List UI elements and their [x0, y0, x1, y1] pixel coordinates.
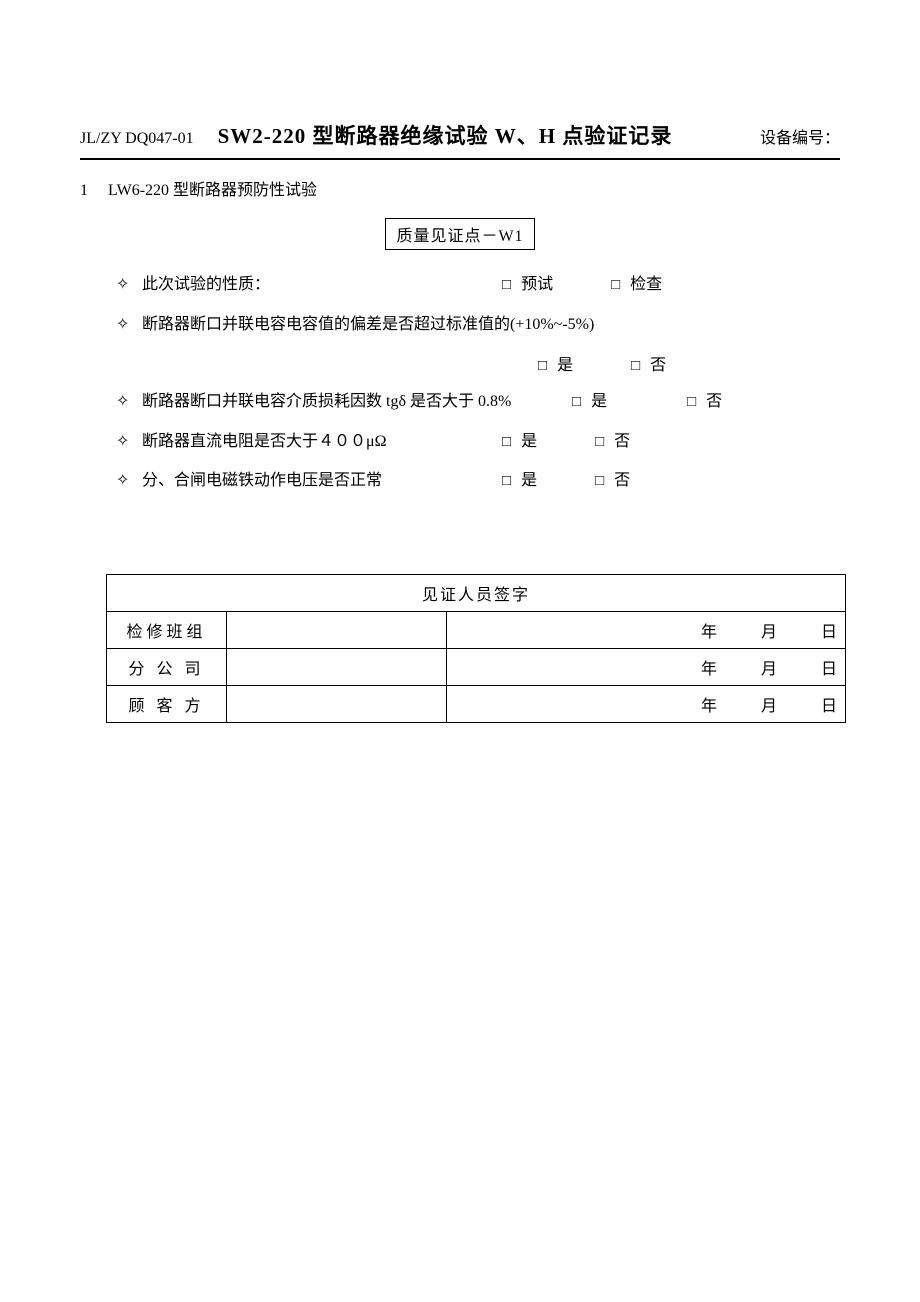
check-item-2-options: □ 是 □ 否 — [116, 351, 840, 375]
checkbox-icon[interactable]: □ — [631, 358, 640, 375]
equipment-number-label: 设备编号： — [760, 124, 840, 148]
bullet-icon: ✧ — [116, 389, 142, 415]
table-row: 顾 客 方 年 月 日 — [107, 685, 846, 722]
table-row: 见证人员签字 — [107, 574, 846, 611]
option-yes: 是 — [557, 351, 573, 375]
signature-cell[interactable] — [227, 611, 447, 648]
checkbox-icon[interactable]: □ — [502, 430, 511, 454]
option-yes: 是 — [591, 389, 607, 415]
bullet-icon: ✧ — [116, 468, 142, 494]
date-cell[interactable]: 年 月 日 — [447, 611, 846, 648]
witness-title-wrap: 质量见证点－W1 — [80, 218, 840, 250]
options-group: □ 预试 □ 检查 — [502, 272, 662, 298]
table-row: 检修班组 年 月 日 — [107, 611, 846, 648]
checkbox-icon[interactable]: □ — [572, 390, 581, 414]
checkbox-icon[interactable]: □ — [687, 390, 696, 414]
check-item-1: ✧ 此次试验的性质： □ 预试 □ 检查 — [116, 272, 840, 298]
table-row: 分 公 司 年 月 日 — [107, 648, 846, 685]
signature-table: 见证人员签字 检修班组 年 月 日 分 公 司 年 月 日 顾 客 方 年 月 … — [106, 574, 846, 723]
check-item-4: ✧ 断路器直流电阻是否大于４００μΩ □ 是 □ 否 — [116, 429, 840, 455]
checkbox-icon[interactable]: □ — [595, 430, 604, 454]
section-number: 1 — [80, 182, 108, 200]
item-text: 断路器断口并联电容电容值的偏差是否超过标准值的(+10%~-5%) — [142, 312, 840, 338]
role-customer: 顾 客 方 — [107, 685, 227, 722]
date-cell[interactable]: 年 月 日 — [447, 648, 846, 685]
bullet-icon: ✧ — [116, 429, 142, 455]
check-item-3: ✧ 断路器断口并联电容介质损耗因数 tgδ 是否大于 0.8% □ 是 □ 否 — [116, 389, 840, 415]
check-item-5: ✧ 分、合闸电磁铁动作电压是否正常 □ 是 □ 否 — [116, 468, 840, 494]
signature-cell[interactable] — [227, 648, 447, 685]
witness-point-title: 质量见证点－W1 — [385, 218, 534, 250]
option-inspect: 检查 — [630, 272, 662, 298]
year-label: 年 — [701, 624, 717, 641]
option-no: 否 — [614, 429, 630, 455]
options-group: □ 是 □ 否 — [572, 389, 722, 415]
year-label: 年 — [701, 661, 717, 678]
signature-cell[interactable] — [227, 685, 447, 722]
document-header: JL/ZY DQ047-01 SW2-220 型断路器绝缘试验 W、H 点验证记… — [80, 120, 840, 160]
bullet-icon: ✧ — [116, 312, 142, 338]
item-text: 断路器断口并联电容介质损耗因数 tgδ 是否大于 0.8% — [142, 389, 572, 415]
checkbox-icon[interactable]: □ — [538, 358, 547, 375]
month-label: 月 — [761, 698, 777, 715]
doc-code: JL/ZY DQ047-01 — [80, 130, 194, 148]
section-heading: 1 LW6-220 型断路器预防性试验 — [80, 176, 840, 200]
option-no: 否 — [614, 468, 630, 494]
day-label: 日 — [821, 698, 837, 715]
option-pretest: 预试 — [521, 272, 553, 298]
check-items-list: ✧ 此次试验的性质： □ 预试 □ 检查 ✧ 断路器断口并联电容电容值的偏差是否… — [80, 272, 840, 494]
options-group: □ 是 □ 否 — [502, 429, 630, 455]
month-label: 月 — [761, 661, 777, 678]
item-text: 断路器直流电阻是否大于４００μΩ — [142, 429, 502, 455]
section-text: LW6-220 型断路器预防性试验 — [108, 176, 317, 200]
doc-title: SW2-220 型断路器绝缘试验 W、H 点验证记录 — [218, 120, 744, 150]
item-text: 此次试验的性质： — [142, 272, 502, 298]
checkbox-icon[interactable]: □ — [611, 273, 620, 297]
role-maintenance: 检修班组 — [107, 611, 227, 648]
day-label: 日 — [821, 624, 837, 641]
date-cell[interactable]: 年 月 日 — [447, 685, 846, 722]
checkbox-icon[interactable]: □ — [502, 469, 511, 493]
month-label: 月 — [761, 624, 777, 641]
bullet-icon: ✧ — [116, 272, 142, 298]
year-label: 年 — [701, 698, 717, 715]
option-yes: 是 — [521, 468, 537, 494]
option-no: 否 — [650, 351, 666, 375]
options-group: □ 是 □ 否 — [538, 351, 666, 375]
option-yes: 是 — [521, 429, 537, 455]
role-branch: 分 公 司 — [107, 648, 227, 685]
checkbox-icon[interactable]: □ — [595, 469, 604, 493]
signature-header: 见证人员签字 — [107, 574, 846, 611]
checkbox-icon[interactable]: □ — [502, 273, 511, 297]
check-item-2: ✧ 断路器断口并联电容电容值的偏差是否超过标准值的(+10%~-5%) — [116, 312, 840, 338]
options-group: □ 是 □ 否 — [502, 468, 630, 494]
option-no: 否 — [706, 389, 722, 415]
day-label: 日 — [821, 661, 837, 678]
item-text: 分、合闸电磁铁动作电压是否正常 — [142, 468, 502, 494]
